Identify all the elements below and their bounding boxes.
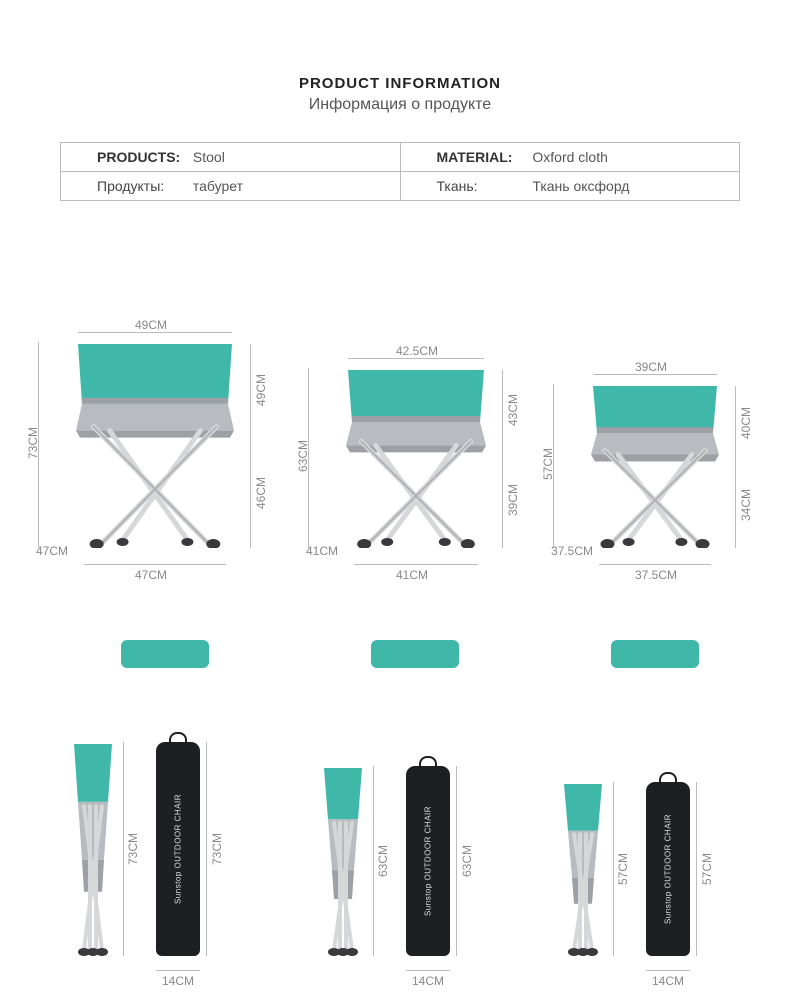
dim-base-depth: 41CM — [306, 544, 338, 558]
dim-base-depth: 37.5CM — [551, 544, 593, 558]
chairs-dimension-row: 49CM73CM49CM46CM47CM47CM 42.5CM63CM43CM3… — [0, 290, 800, 590]
dim-seat-depth: 49CM — [254, 374, 268, 406]
dim-bag-width: 14CM — [162, 974, 194, 988]
material-label: MATERIAL: — [401, 149, 529, 165]
folded-chair-icon — [68, 742, 118, 956]
bag-brand-label: Sunstop OUTDOOR CHAIR — [174, 794, 183, 904]
folded-dimension-box: 73CM Sunstop OUTDOOR CHAIR 73CM14CM — [50, 640, 280, 926]
folded-dimension-row: 73CM Sunstop OUTDOOR CHAIR 73CM14CM 63CM… — [0, 640, 800, 970]
dim-base-width: 37.5CM — [635, 568, 677, 582]
title-ru: Информация о продукте — [0, 96, 800, 114]
size-badge — [121, 640, 209, 668]
product-info-table: PRODUCTS: Stool MATERIAL: Oxford cloth П… — [60, 142, 740, 201]
dim-seat-height: 39CM — [506, 484, 520, 516]
products-value-ru: табурет — [193, 178, 243, 194]
dim-base-width: 47CM — [135, 568, 167, 582]
dim-folded-height: 57CM — [616, 853, 630, 885]
chair-icon — [589, 384, 721, 548]
dim-folded-height: 63CM — [376, 845, 390, 877]
dim-seat-depth: 40CM — [739, 407, 753, 439]
bag-brand-label: Sunstop OUTDOOR CHAIR — [424, 806, 433, 916]
info-products-cell: PRODUCTS: Stool — [61, 143, 401, 172]
dim-top-width: 49CM — [135, 318, 167, 332]
carry-bag-icon: Sunstop OUTDOOR CHAIR — [156, 742, 200, 956]
chair-dimension-box: 42.5CM63CM43CM39CM41CM41CM — [300, 290, 510, 570]
dim-top-width: 42.5CM — [396, 344, 438, 358]
dim-seat-height: 34CM — [739, 489, 753, 521]
carry-bag-icon: Sunstop OUTDOOR CHAIR — [406, 766, 450, 956]
chair-dimension-box: 39CM57CM40CM34CM37.5CM37.5CM — [545, 290, 745, 570]
material-label-ru: Ткань: — [401, 178, 529, 194]
dim-total-height: 73CM — [26, 427, 40, 459]
dim-folded-height: 73CM — [126, 833, 140, 865]
dim-total-height: 57CM — [541, 448, 555, 480]
products-label-ru: Продукты: — [61, 178, 189, 194]
info-products-ru-cell: Продукты: табурет — [61, 172, 401, 201]
dim-bag-height: 73CM — [210, 833, 224, 865]
material-value-ru: Ткань оксфорд — [532, 178, 629, 194]
dim-bag-height: 57CM — [700, 853, 714, 885]
title-en: PRODUCT INFORMATION — [0, 75, 800, 92]
material-value: Oxford cloth — [532, 149, 607, 165]
size-badge — [371, 640, 459, 668]
size-badge — [611, 640, 699, 668]
dim-base-depth: 47CM — [36, 544, 68, 558]
dim-top-width: 39CM — [635, 360, 667, 374]
chair-icon — [344, 368, 488, 548]
dim-seat-depth: 43CM — [506, 394, 520, 426]
chair-dimension-box: 49CM73CM49CM46CM47CM47CM — [30, 290, 260, 570]
carry-bag-icon: Sunstop OUTDOOR CHAIR — [646, 782, 690, 956]
folded-dimension-box: 57CM Sunstop OUTDOOR CHAIR 57CM14CM — [540, 640, 770, 926]
dim-total-height: 63CM — [296, 440, 310, 472]
header: PRODUCT INFORMATION Информация о продукт… — [0, 0, 800, 114]
folded-chair-icon — [318, 766, 368, 956]
dim-bag-width: 14CM — [412, 974, 444, 988]
dim-seat-height: 46CM — [254, 477, 268, 509]
dim-bag-height: 63CM — [460, 845, 474, 877]
dim-bag-width: 14CM — [652, 974, 684, 988]
products-value: Stool — [193, 149, 225, 165]
info-material-ru-cell: Ткань: Ткань оксфорд — [400, 172, 740, 201]
chair-icon — [74, 342, 236, 548]
info-material-cell: MATERIAL: Oxford cloth — [400, 143, 740, 172]
folded-chair-icon — [558, 782, 608, 956]
bag-brand-label: Sunstop OUTDOOR CHAIR — [664, 814, 673, 924]
dim-base-width: 41CM — [396, 568, 428, 582]
folded-dimension-box: 63CM Sunstop OUTDOOR CHAIR 63CM14CM — [300, 640, 530, 926]
products-label: PRODUCTS: — [61, 149, 189, 165]
